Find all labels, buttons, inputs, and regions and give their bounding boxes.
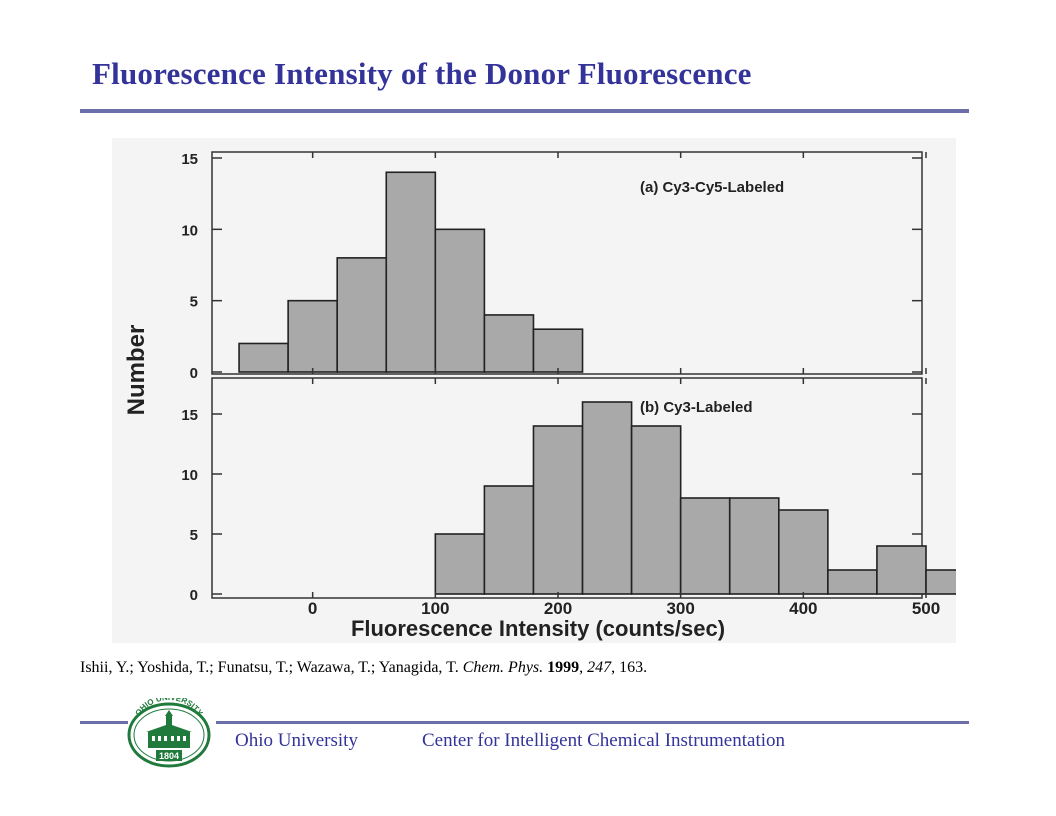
panel-a-label: (a) Cy3-Cy5-Labeled bbox=[640, 179, 784, 196]
histogram-bar bbox=[385, 171, 437, 373]
panel-b-frame bbox=[211, 377, 923, 599]
x-axis-label: Fluorescence Intensity (counts/sec) bbox=[351, 616, 725, 641]
x-tick-label: 400 bbox=[789, 599, 817, 618]
histogram-bar bbox=[532, 425, 584, 595]
x-tick-label: 100 bbox=[421, 599, 449, 618]
panel-a-frame bbox=[211, 151, 923, 375]
y-tick-label: 10 bbox=[181, 222, 198, 239]
citation-volume: 247 bbox=[587, 659, 612, 676]
y-tick-label: 15 bbox=[181, 407, 198, 424]
page-title: Fluorescence Intensity of the Donor Fluo… bbox=[92, 56, 752, 91]
footer-rule-left bbox=[80, 721, 128, 724]
y-tick-label: 5 bbox=[190, 294, 198, 311]
y-tick-label: 10 bbox=[181, 467, 198, 484]
citation-journal: Chem. Phys. bbox=[462, 659, 544, 676]
citation-authors: Ishii, Y.; Yoshida, T.; Funatsu, T.; Waz… bbox=[80, 659, 463, 676]
x-tick-label: 500 bbox=[912, 599, 940, 618]
histogram-bar bbox=[777, 509, 829, 595]
y-tick-label: 5 bbox=[190, 527, 198, 544]
fluorescence-histogram: 0 5 10 15 0 5 10 15 0 100 200 300 400 500 (a) Cy3-Cy5-… bbox=[123, 151, 956, 641]
histogram-bar bbox=[728, 497, 780, 595]
histogram-bar bbox=[679, 497, 731, 595]
title-rule bbox=[80, 109, 969, 113]
ohio-university-seal: OHIO UNIVERSITY 1804 bbox=[127, 698, 211, 768]
footer-rule-right bbox=[216, 721, 969, 724]
seal-year: 1804 bbox=[159, 751, 179, 761]
citation-pages: , 163. bbox=[611, 659, 648, 676]
y-axis-label: Number bbox=[123, 325, 150, 416]
histogram-bar bbox=[483, 314, 535, 373]
histogram-bar bbox=[434, 228, 486, 373]
histogram-bar bbox=[238, 342, 289, 373]
histogram-bar bbox=[434, 533, 486, 595]
y-tick-label: 0 bbox=[190, 587, 198, 604]
footer-university: Ohio University bbox=[235, 730, 358, 751]
panel-frame bbox=[211, 377, 923, 599]
footer-center: Center for Intelligent Chemical Instrume… bbox=[422, 730, 786, 751]
y-tick-label: 15 bbox=[181, 151, 198, 168]
histogram-bar bbox=[483, 485, 535, 595]
citation: Ishii, Y.; Yoshida, T.; Funatsu, T.; Waz… bbox=[80, 659, 648, 676]
x-tick-label: 300 bbox=[666, 599, 694, 618]
histogram-bar bbox=[532, 328, 584, 373]
histogram-bar bbox=[925, 569, 956, 595]
histogram-bar bbox=[630, 425, 682, 595]
citation-year: 1999 bbox=[547, 659, 580, 676]
y-tick-label: 0 bbox=[190, 365, 198, 382]
panel-b-label: (b) Cy3-Labeled bbox=[640, 399, 753, 416]
histogram-bar bbox=[287, 299, 338, 373]
histogram-bar bbox=[581, 401, 633, 595]
histogram-bar bbox=[336, 257, 388, 373]
histogram-bar bbox=[827, 569, 878, 595]
panel-frame bbox=[211, 151, 923, 375]
histogram-bar bbox=[876, 545, 927, 595]
x-tick-label: 0 bbox=[308, 599, 317, 618]
x-tick-label: 200 bbox=[544, 599, 572, 618]
